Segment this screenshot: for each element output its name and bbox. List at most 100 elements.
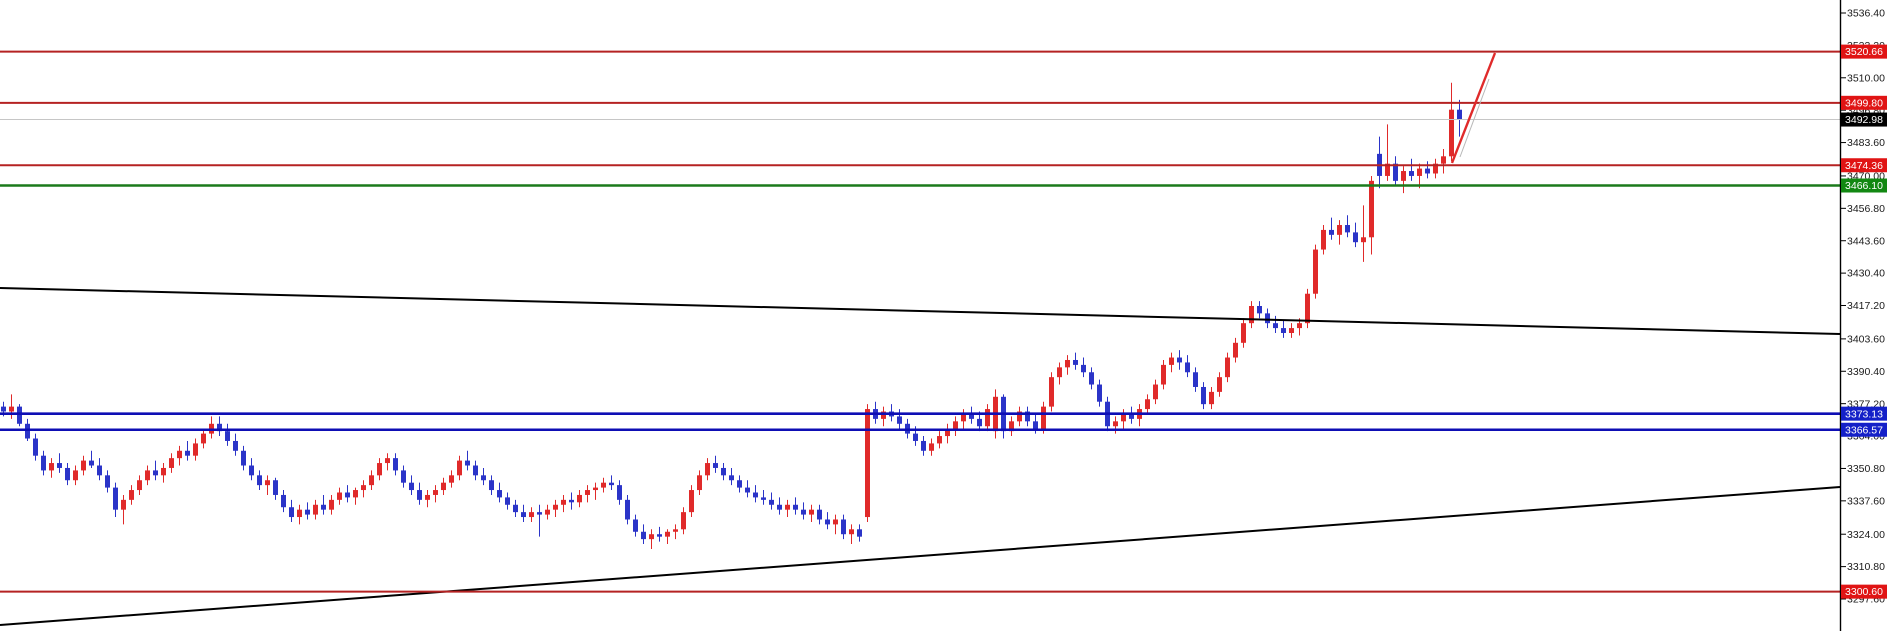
candle-body [1073,359,1078,365]
candle-body [1009,421,1014,432]
price-badge-label: 3300.60 [1845,586,1883,598]
candle-body [1113,421,1118,427]
candle-body [1281,328,1286,333]
price-badge-3366.57: 3366.57 [1841,422,1887,437]
candle-body [1161,364,1166,385]
candle-body [393,458,398,471]
candle-body [409,482,414,491]
descending-trendline[interactable] [0,287,1841,335]
candle-body [385,458,390,464]
candle-body [121,499,126,510]
candle-body [1041,406,1046,429]
candle-body [105,475,110,488]
price-badge-box [1841,422,1887,437]
candle-body [145,470,150,481]
candle-body [705,463,710,476]
candle-body [521,512,526,518]
candle-body [433,490,438,495]
candle-body [673,529,678,532]
candle-body [761,497,766,500]
price-tick-label: 3310.80 [1847,561,1885,573]
price-tick-label: 3483.60 [1847,137,1885,149]
candle-body [777,504,782,510]
candle-body [449,475,454,483]
price-axis: 3536.403523.203510.003496.803483.603470.… [1839,0,1887,631]
candle-body [1425,168,1430,174]
candle-body [505,497,510,505]
price-tick-label: 3536.40 [1847,8,1885,20]
candle-body [569,499,574,503]
candle-body [313,504,318,515]
price-tick-label: 3324.00 [1847,529,1885,541]
candle-body [289,507,294,518]
candle-body [753,492,758,498]
candle-body [1457,109,1462,120]
candle-body [649,534,654,540]
candle-body [809,509,814,515]
candle-body [1329,229,1334,235]
candle-body [1049,377,1054,407]
candle-body [1233,342,1238,358]
candle-body [457,460,462,476]
candle-body [921,440,926,451]
price-badge-label: 3474.36 [1845,160,1883,172]
candle-body [953,421,958,429]
candle-body [129,490,134,500]
candle-body [161,467,166,476]
candle-body [801,509,806,515]
price-tick-label: 3443.60 [1847,235,1885,247]
candle-body [361,485,366,491]
candle-body [41,455,46,471]
price-tick-label: 3417.20 [1847,300,1885,312]
candle-body [17,406,22,424]
candle-body [745,487,750,493]
candle-body [609,482,614,486]
candle-body [1177,357,1182,363]
candle-body [177,450,182,459]
candle-body [1153,384,1158,400]
price-tick-label: 3337.60 [1847,495,1885,507]
candle-body [513,504,518,513]
candle-body [1393,163,1398,181]
ascending-trendline[interactable] [0,486,1841,626]
candle-body [25,423,30,439]
candle-body [401,470,406,483]
candle-body [737,480,742,488]
price-tick-label: 3430.40 [1847,268,1885,280]
candle-body [249,465,254,476]
candle-body [1449,109,1454,157]
candle-body [929,443,934,451]
candle-body [321,504,326,510]
candle-body [1337,225,1342,235]
candle-body [337,492,342,500]
candle-body [585,490,590,495]
candle-body [1409,171,1414,176]
candle-body [945,428,950,437]
candle-body [1057,367,1062,378]
price-badge-box [1841,158,1887,173]
candle-body [441,482,446,491]
candle-body [1209,391,1214,405]
candle-body [217,423,222,432]
price-badge-box [1841,44,1887,59]
candle-body [1321,229,1326,250]
candle-body [57,463,62,468]
candle-body [841,519,846,535]
candle-body [977,418,982,427]
candle-body [697,475,702,491]
candle-body [897,416,902,424]
candle-body [937,436,942,444]
candle-body [369,475,374,486]
candle-body [625,499,630,520]
candle-body [233,440,238,451]
price-tick-label: 3456.80 [1847,203,1885,215]
candle-body [1265,313,1270,324]
breakout-projection-line[interactable] [1450,52,1497,164]
candle-body [1065,359,1070,368]
candle-body [9,406,14,412]
price-badge-3492.98: 3492.98 [1841,112,1887,127]
candle-body [297,509,302,518]
price-badge-label: 3366.57 [1845,424,1883,436]
price-badge-3466.10: 3466.10 [1841,178,1887,193]
price-badge-box [1841,178,1887,193]
